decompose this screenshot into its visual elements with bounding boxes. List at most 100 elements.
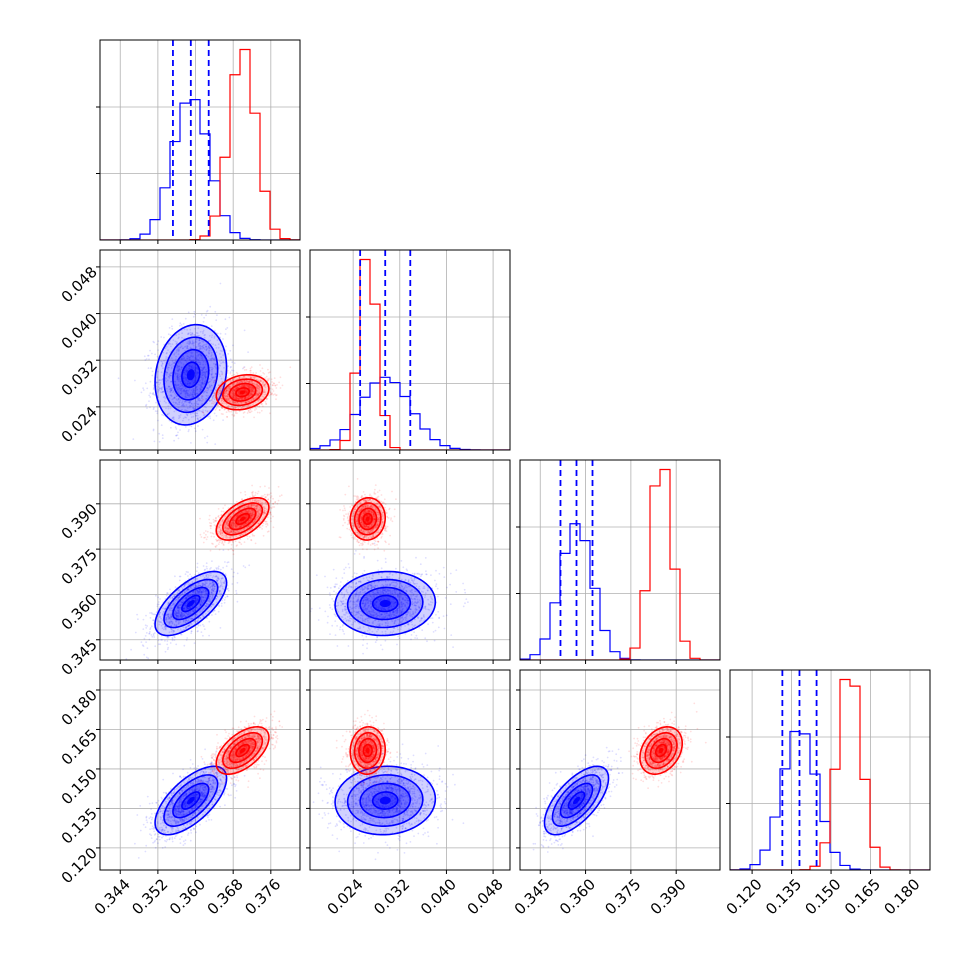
sample-point xyxy=(175,402,177,405)
sample-point xyxy=(184,409,187,412)
sample-point xyxy=(201,357,204,359)
sample-point xyxy=(196,358,199,361)
sample-point xyxy=(186,392,189,395)
sample-point xyxy=(275,387,278,389)
sample-point xyxy=(236,386,239,389)
sample-point xyxy=(178,349,180,352)
sample-point xyxy=(188,395,191,398)
sample-point xyxy=(186,382,189,385)
sample-point xyxy=(195,341,198,343)
sample-point xyxy=(219,349,222,352)
sample-point xyxy=(196,385,198,388)
sample-point xyxy=(179,389,182,392)
sample-point xyxy=(184,359,187,362)
sample-point xyxy=(183,356,186,359)
sample-point xyxy=(195,387,197,389)
sample-point xyxy=(222,419,225,421)
sample-point xyxy=(181,402,183,404)
sample-point xyxy=(169,390,172,393)
sample-point xyxy=(219,332,222,335)
contour-blue xyxy=(172,348,210,401)
sample-point xyxy=(173,410,176,413)
sample-point xyxy=(177,376,180,379)
sample-point xyxy=(184,400,187,402)
sample-point xyxy=(179,575,182,578)
sample-point xyxy=(201,394,203,397)
sample-point xyxy=(161,437,164,440)
sample-point xyxy=(164,360,166,362)
sample-point xyxy=(189,401,192,404)
sample-point xyxy=(211,370,213,373)
sample-point xyxy=(260,398,263,401)
sample-point xyxy=(201,428,204,431)
sample-point xyxy=(187,401,190,404)
sample-point xyxy=(180,358,183,361)
sample-point xyxy=(236,600,239,603)
sample-point xyxy=(180,345,183,347)
sample-point xyxy=(170,367,173,370)
sample-point xyxy=(148,358,150,361)
sample-point xyxy=(173,396,176,398)
sample-point xyxy=(228,388,231,390)
sample-point xyxy=(202,329,205,332)
sample-point xyxy=(174,360,177,362)
sample-point xyxy=(274,384,277,387)
sample-point xyxy=(243,366,246,368)
sample-point xyxy=(205,371,208,373)
sample-point xyxy=(172,365,175,368)
sample-point xyxy=(195,338,198,341)
sample-point xyxy=(188,338,191,341)
sample-point xyxy=(244,566,247,569)
sample-point xyxy=(195,412,198,415)
sample-point xyxy=(232,541,234,544)
sample-point xyxy=(180,389,183,392)
sample-point xyxy=(208,334,211,337)
sample-point xyxy=(235,592,238,595)
sample-point xyxy=(226,376,229,379)
sample-point xyxy=(206,441,209,444)
sample-point xyxy=(184,369,187,372)
sample-point xyxy=(250,386,253,388)
sample-point xyxy=(230,380,233,382)
sample-point xyxy=(264,383,267,386)
sample-point xyxy=(180,368,183,371)
sample-point xyxy=(183,385,185,388)
sample-point xyxy=(151,370,154,373)
sample-point xyxy=(177,350,180,353)
sample-point xyxy=(168,363,171,366)
sample-point xyxy=(194,376,197,379)
sample-point xyxy=(163,400,166,403)
sample-point xyxy=(195,358,197,361)
sample-point xyxy=(180,404,183,407)
sample-point xyxy=(147,354,149,357)
sample-point xyxy=(197,361,200,364)
sample-point xyxy=(160,388,163,391)
sample-point xyxy=(165,356,168,358)
sample-point xyxy=(210,376,213,378)
sample-point xyxy=(256,390,259,393)
sample-point xyxy=(201,395,204,398)
sample-point xyxy=(202,371,205,374)
sample-point xyxy=(264,400,267,403)
sample-point xyxy=(201,381,204,384)
sample-point xyxy=(211,367,214,370)
sample-point xyxy=(203,366,206,368)
sample-point xyxy=(249,369,252,372)
sample-point xyxy=(158,389,160,392)
sample-point xyxy=(225,345,227,348)
sample-point xyxy=(205,314,208,317)
sample-point xyxy=(166,413,169,416)
sample-point xyxy=(191,393,194,395)
sample-point xyxy=(245,368,248,371)
sample-point xyxy=(166,390,168,392)
sample-point xyxy=(181,358,184,360)
sample-point xyxy=(188,400,191,403)
sample-point xyxy=(178,401,181,404)
sample-point xyxy=(198,334,201,337)
sample-point xyxy=(161,434,164,437)
sample-point xyxy=(165,352,168,355)
sample-point xyxy=(200,536,203,538)
sample-point xyxy=(175,428,178,430)
sample-point xyxy=(236,401,239,404)
sample-point xyxy=(191,359,194,362)
